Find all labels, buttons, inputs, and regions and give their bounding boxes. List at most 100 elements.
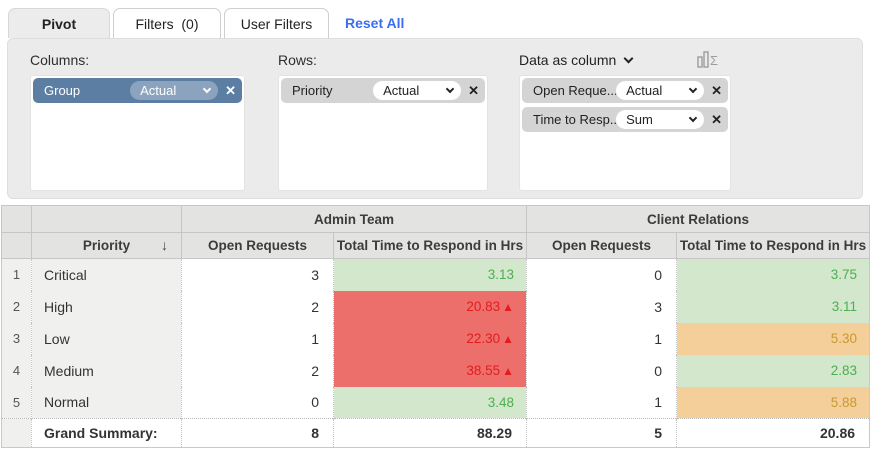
tab-pivot-label: Pivot [41,15,77,32]
tab-pivot[interactable]: Pivot [8,8,110,38]
tab-user-filters[interactable]: User Filters [224,8,329,38]
aggregation-dropdown[interactable]: Actual [373,81,462,100]
tab-bar: Pivot Filters (0) User Filters Reset All [8,8,404,38]
row-number [1,418,32,448]
priority-cell: Critical [31,258,182,291]
grand-summary-open-requests-admin: 8 [181,418,334,448]
total-time-cell: 5.30 [676,322,870,355]
field-pill-label: Group [44,83,81,98]
pivot-config-panel: Columns: Group Actual ✕ Rows: Priority A… [7,38,863,199]
table-row: 2 High 2 20.83 ▲ 3 3.11 [1,290,870,323]
grand-summary-row: Grand Summary: 8 88.29 5 20.86 [1,418,870,448]
column-header-row: Priority ↓ Open Requests Total Time to R… [1,232,870,259]
total-time-cell: 3.48 [332,386,528,419]
open-requests-cell: 0 [526,258,678,291]
chevron-down-icon [445,84,455,93]
remove-field-icon[interactable]: ✕ [711,83,722,98]
time-value: 3.75 [830,267,858,283]
svg-text:Σ: Σ [710,53,718,68]
total-time-cell: 3.75 [676,258,870,291]
open-requests-cell: 3 [181,258,334,291]
data-as-column-label: Data as column [519,52,617,68]
time-value: 38.55 [466,363,501,378]
group-header-client-relations[interactable]: Client Relations [526,205,870,233]
grand-summary-total-time-client: 20.86 [676,418,870,448]
row-number: 5 [1,386,32,419]
sort-descending-icon[interactable]: ↓ [161,237,168,253]
data-field-pill-open-requests[interactable]: Open Reque... Actual ✕ [522,78,728,103]
time-value: 5.88 [830,394,858,410]
reset-all-link[interactable]: Reset All [345,15,405,31]
field-pill-label: Time to Resp... [533,112,617,127]
chevron-down-icon [623,53,634,63]
total-time-cell: 3.11 [676,290,870,323]
total-time-header-client[interactable]: Total Time to Respond in Hrs [676,232,870,259]
open-requests-cell: 0 [526,354,678,387]
aggregation-dropdown[interactable]: Actual [130,81,219,100]
table-row: 3 Low 1 22.30 ▲ 1 5.30 [1,322,870,355]
row-number: 1 [1,258,32,291]
open-requests-cell: 2 [181,354,334,387]
time-value: 3.13 [487,267,515,283]
aggregation-dropdown[interactable]: Actual [616,81,705,100]
open-requests-header-client[interactable]: Open Requests [526,232,678,259]
aggregation-value: Sum [626,112,653,127]
grand-summary-label: Grand Summary: [31,418,182,448]
aggregation-value: Actual [626,83,663,98]
chevron-down-icon [688,84,698,93]
row-number: 4 [1,354,32,387]
columns-drop-zone[interactable]: Group Actual ✕ [30,75,245,191]
tab-user-filters-label: User Filters [240,15,313,32]
open-requests-cell: 2 [181,290,334,323]
open-requests-header-admin[interactable]: Open Requests [181,232,334,259]
chevron-down-icon [202,84,212,93]
time-value: 20.83 [466,299,501,314]
pivot-table: Admin Team Client Relations Priority ↓ O… [1,205,870,448]
corner-cell [31,205,182,233]
total-time-cell: 38.55 ▲ [332,354,528,387]
total-time-cell: 2.83 [676,354,870,387]
aggregation-value: Actual [140,83,177,98]
open-requests-cell: 0 [181,386,334,419]
remove-field-icon[interactable]: ✕ [225,83,236,98]
group-header-row: Admin Team Client Relations [1,205,870,233]
time-value: 3.48 [487,394,515,410]
priority-header-label: Priority [82,238,131,253]
total-time-cell: 20.83 ▲ [332,290,528,323]
data-field-pill-time-to-respond[interactable]: Time to Resp... Sum ✕ [522,107,728,132]
data-as-column-dropdown[interactable]: Data as column [519,52,634,68]
open-requests-cell: 3 [526,290,678,323]
remove-field-icon[interactable]: ✕ [468,83,479,98]
data-drop-zone[interactable]: Open Reque... Actual ✕ Time to Resp... S… [519,75,731,191]
rows-field-pill-priority[interactable]: Priority Actual ✕ [281,78,485,103]
increase-triangle-icon: ▲ [502,364,515,378]
columns-section-label: Columns: [30,52,90,68]
table-row: 1 Critical 3 3.13 0 3.75 [1,258,870,291]
total-time-header-admin[interactable]: Total Time to Respond in Hrs [332,232,528,259]
chevron-down-icon [688,113,698,122]
grand-summary-open-requests-client: 5 [526,418,678,448]
rows-section-label: Rows: [278,52,317,68]
total-time-cell: 5.88 [676,386,870,419]
priority-cell: Normal [31,386,182,419]
tab-filters[interactable]: Filters (0) [113,8,221,38]
time-value: 5.30 [830,331,858,346]
row-number-header [1,232,32,259]
aggregation-value: Actual [383,83,420,98]
field-pill-label: Priority [292,83,333,98]
remove-field-icon[interactable]: ✕ [711,112,722,127]
priority-column-header[interactable]: Priority ↓ [31,232,182,259]
columns-field-pill-group[interactable]: Group Actual ✕ [33,78,242,103]
time-value: 2.83 [830,363,858,378]
rows-drop-zone[interactable]: Priority Actual ✕ [278,75,488,191]
table-row: 4 Medium 2 38.55 ▲ 0 2.83 [1,354,870,387]
priority-cell: Low [31,322,182,355]
summary-chart-sigma-icon[interactable]: Σ [696,49,722,73]
aggregation-dropdown[interactable]: Sum [616,110,705,129]
tab-filters-label: Filters (0) [135,15,199,32]
increase-triangle-icon: ▲ [502,300,515,314]
table-row: 5 Normal 0 3.48 1 5.88 [1,386,870,419]
group-header-admin-team[interactable]: Admin Team [180,205,528,233]
row-number: 3 [1,322,32,355]
increase-triangle-icon: ▲ [502,332,515,346]
